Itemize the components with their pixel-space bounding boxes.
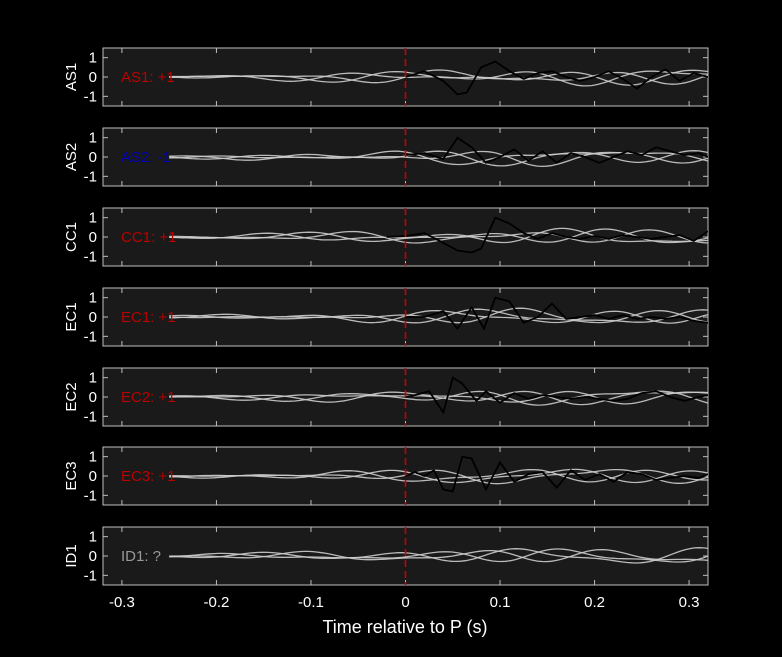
y-tick-label: 1 <box>89 529 97 546</box>
y-tick-label: -1 <box>84 88 97 105</box>
black-trace-line <box>405 136 708 164</box>
gray-trace-line <box>169 468 708 485</box>
y-tick-label: 1 <box>89 370 97 387</box>
station-label: AS2 <box>63 143 80 171</box>
polarity-label: EC1: +1 <box>121 309 176 326</box>
y-tick-label: 0 <box>89 389 97 406</box>
x-tick-label: 0.2 <box>584 594 605 611</box>
gray-trace-line <box>169 227 708 244</box>
y-tick-label: -1 <box>84 487 97 504</box>
gray-trace-line <box>169 150 708 166</box>
x-tick-label: -0.2 <box>204 594 230 611</box>
station-label: ID1 <box>63 544 80 567</box>
trace-group <box>169 376 708 415</box>
gray-trace-line <box>169 390 708 405</box>
black-trace-line <box>405 296 708 331</box>
trace-group <box>169 216 708 254</box>
station-label: AS1 <box>63 63 80 91</box>
x-tick-label: 0.3 <box>679 594 700 611</box>
gray-trace-line <box>169 390 708 406</box>
y-tick-label: -1 <box>84 248 97 265</box>
black-trace-line <box>405 376 708 415</box>
gray-trace-line <box>169 70 708 87</box>
polarity-label: CC1: +1 <box>121 229 176 246</box>
gray-trace-line <box>169 548 708 563</box>
trace-group <box>169 60 708 96</box>
gray-trace-line <box>169 390 708 406</box>
station-label: EC1 <box>63 302 80 331</box>
station-label: CC1 <box>63 222 80 252</box>
polarity-label: EC2: +1 <box>121 389 176 406</box>
gray-trace-line <box>169 548 708 563</box>
y-tick-label: 0 <box>89 229 97 246</box>
gray-trace-line <box>169 228 708 244</box>
x-tick-label: 0.1 <box>490 594 511 611</box>
black-trace-line <box>386 216 708 254</box>
trace-group <box>169 547 708 564</box>
trace-group <box>169 455 708 493</box>
x-axis: -0.3 -0.2 -0.1 0 0.1 0.2 0.3 <box>109 594 700 611</box>
y-tick-label: -1 <box>84 328 97 345</box>
y-tick-label: -1 <box>84 168 97 185</box>
polarity-label: AS1: +1 <box>121 69 175 86</box>
x-tick-label: 0 <box>401 594 409 611</box>
polarity-label: ID1: ? <box>121 548 161 565</box>
y-tick-label: 1 <box>89 290 97 307</box>
polarity-label: AS2: -1 <box>121 149 171 166</box>
y-tick-label: 0 <box>89 468 97 485</box>
y-tick-label: -1 <box>84 567 97 584</box>
trace-group <box>169 296 708 331</box>
y-tick-label: 0 <box>89 309 97 326</box>
y-tick-label: 1 <box>89 130 97 147</box>
gray-trace-line <box>169 309 708 324</box>
station-label: EC3 <box>63 461 80 490</box>
x-tick-label: -0.1 <box>298 594 324 611</box>
y-tick-label: -1 <box>84 408 97 425</box>
gray-trace-line <box>169 547 708 564</box>
y-tick-label: 1 <box>89 50 97 67</box>
y-tick-label: 0 <box>89 149 97 166</box>
polarity-label: EC3: +1 <box>121 468 176 485</box>
y-tick-label: 0 <box>89 548 97 565</box>
y-tick-label: 1 <box>89 210 97 227</box>
x-axis-label: Time relative to P (s) <box>322 617 487 637</box>
black-trace-line <box>405 60 708 96</box>
trace-group <box>169 136 708 168</box>
y-tick-label: 1 <box>89 449 97 466</box>
y-tick-label: 0 <box>89 69 97 86</box>
gray-trace-line <box>169 150 708 167</box>
station-label: EC2 <box>63 382 80 411</box>
black-trace-line <box>405 455 708 493</box>
x-tick-label: -0.3 <box>109 594 135 611</box>
